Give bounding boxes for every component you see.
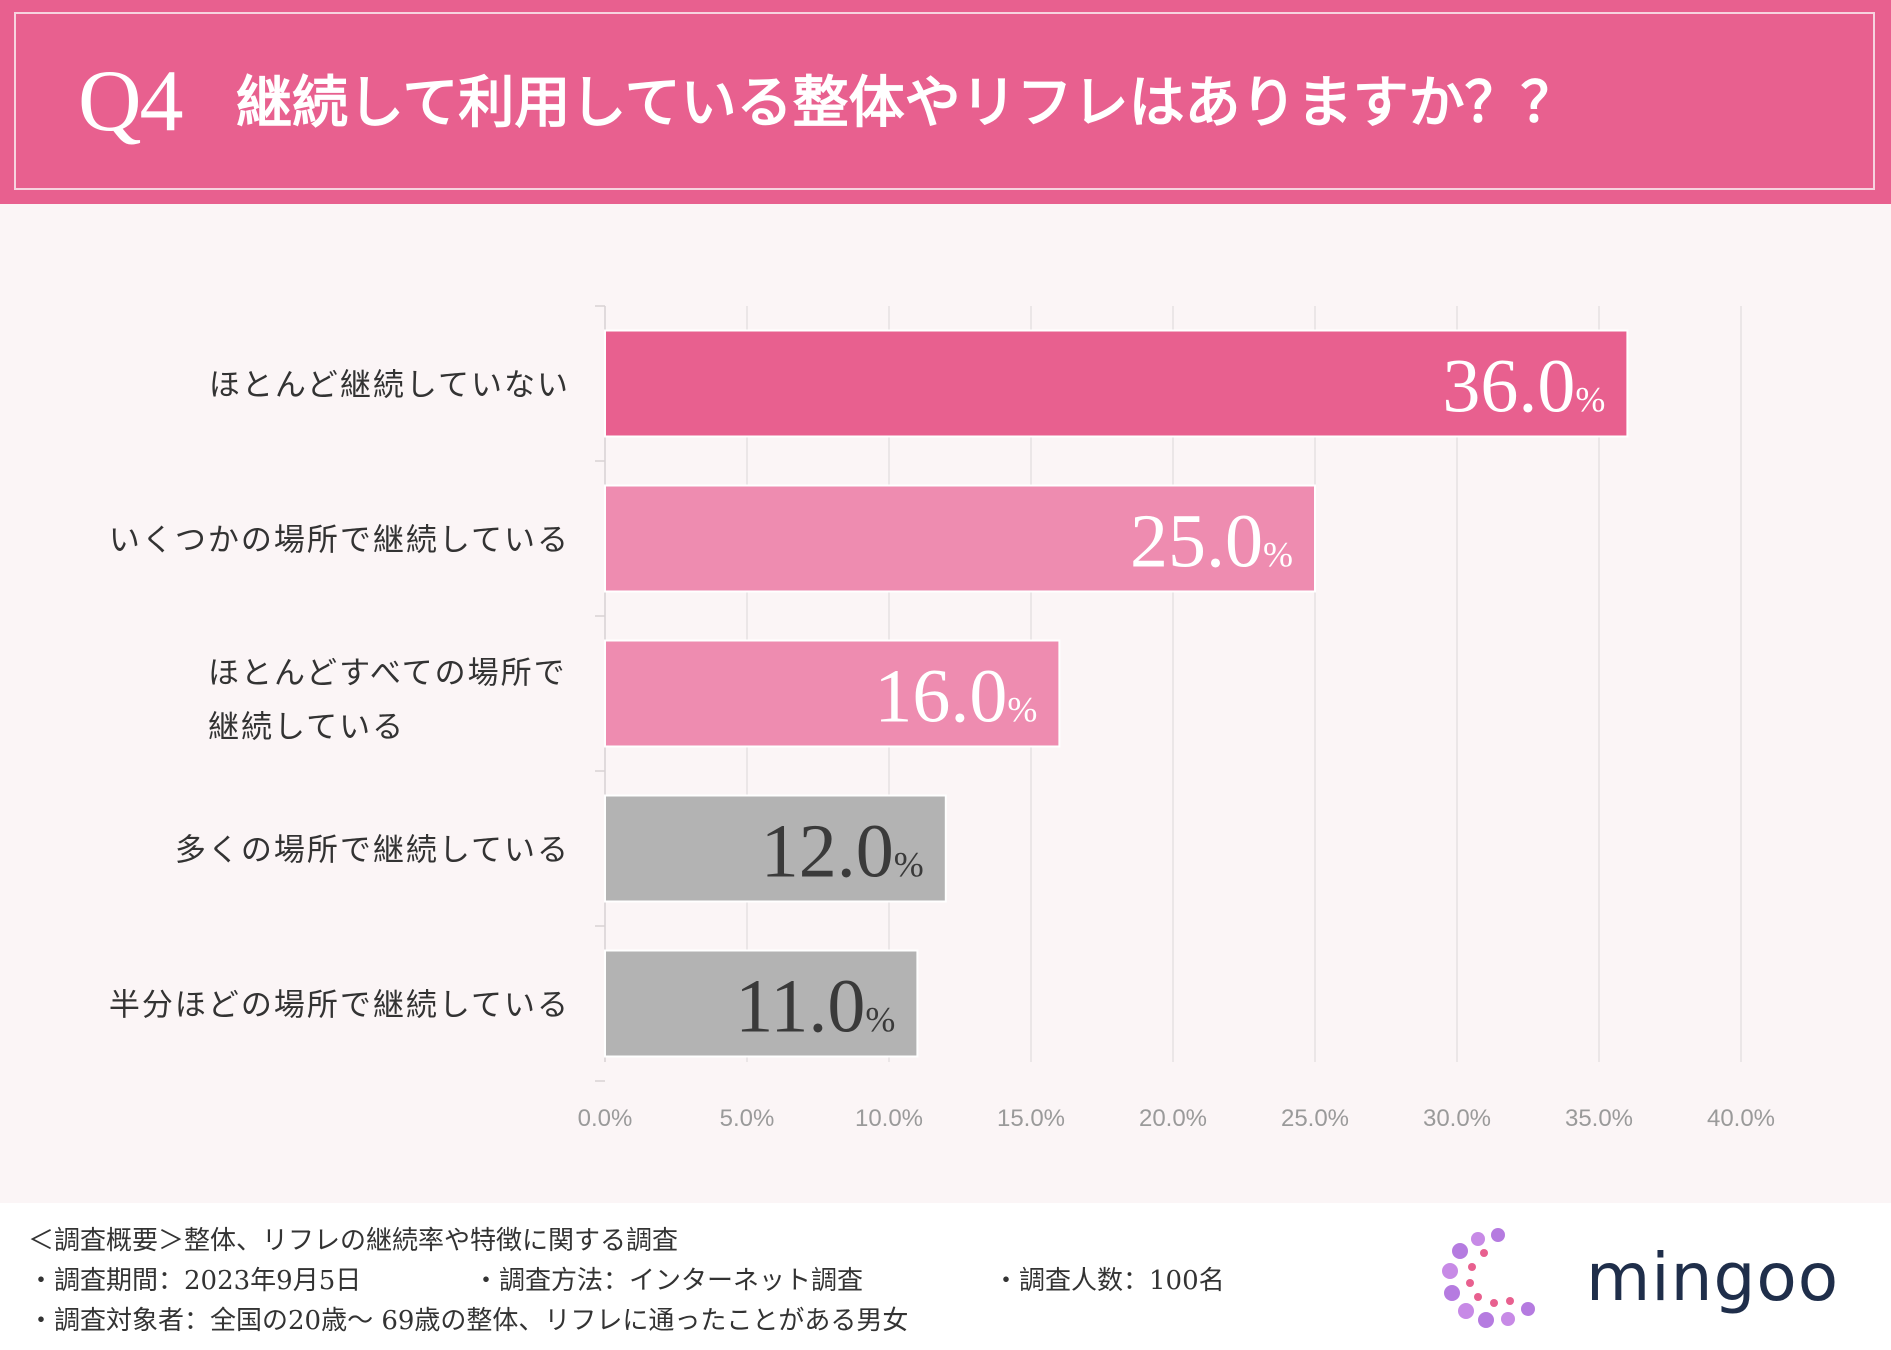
x-tick-label: 20.0% bbox=[1139, 1105, 1207, 1132]
data-label: 36.0% bbox=[1442, 345, 1605, 429]
x-tick-label: 30.0% bbox=[1423, 1105, 1491, 1132]
survey-target: ・調査対象者：全国の20歳〜 69歳の整体、リフレに通ったことがある男女 bbox=[28, 1306, 909, 1336]
survey-count: ・調査人数：100名 bbox=[993, 1266, 1225, 1296]
data-label: 25.0% bbox=[1130, 500, 1293, 584]
x-tick-label: 10.0% bbox=[855, 1105, 923, 1132]
category-label: 半分ほどの場所で継続している bbox=[109, 988, 570, 1024]
survey-footer: ＜調査概要＞整体、リフレの継続率や特徴に関する調査 ・調査期間：2023年9月5… bbox=[0, 1203, 1891, 1350]
data-label: 11.0% bbox=[735, 965, 895, 1049]
x-tick-label: 5.0% bbox=[720, 1105, 775, 1132]
x-tick-label: 25.0% bbox=[1281, 1105, 1349, 1132]
bar bbox=[604, 794, 947, 903]
category-label: ほとんど継続していない bbox=[209, 368, 570, 404]
data-label: 12.0% bbox=[761, 810, 924, 894]
bar-chart: 0.0% 5.0% 10.0% 15.0% 20.0% 25.0% 30.0% 35.0% 40… bbox=[109, 305, 1775, 1132]
category-label: ほとんどすべての場所で継続している bbox=[208, 656, 567, 746]
category-label: 多くの場所で継続している bbox=[175, 833, 570, 869]
bar bbox=[604, 484, 1316, 593]
bar bbox=[604, 639, 1061, 748]
x-tick-label: 15.0% bbox=[997, 1105, 1065, 1132]
header-banner: Q4 継続して利用している整体やリフレはありますか？？ bbox=[0, 0, 1891, 204]
survey-summary: ＜調査概要＞整体、リフレの継続率や特徴に関する調査 bbox=[28, 1226, 679, 1256]
x-tick-label: 35.0% bbox=[1565, 1105, 1633, 1132]
x-tick-label: 0.0% bbox=[578, 1105, 633, 1132]
mingoo-logo: mingoo bbox=[1438, 1223, 1858, 1333]
survey-method: ・調査方法：インターネット調査 bbox=[473, 1266, 864, 1296]
question-title: 継続して利用している整体やリフレはありますか？？ bbox=[236, 70, 1577, 136]
header-frame bbox=[14, 12, 1875, 190]
data-label: 16.0% bbox=[874, 655, 1037, 739]
mingoo-dots-logo-icon bbox=[1442, 1228, 1535, 1328]
survey-period: ・調査期間：2023年9月5日 bbox=[28, 1266, 362, 1296]
question-number: Q4 bbox=[78, 53, 184, 150]
bar bbox=[604, 329, 1629, 438]
brand-name: mingoo bbox=[1586, 1239, 1840, 1316]
x-tick-label: 40.0% bbox=[1707, 1105, 1775, 1132]
bar bbox=[604, 949, 919, 1058]
category-label: いくつかの場所で継続している bbox=[109, 523, 570, 559]
